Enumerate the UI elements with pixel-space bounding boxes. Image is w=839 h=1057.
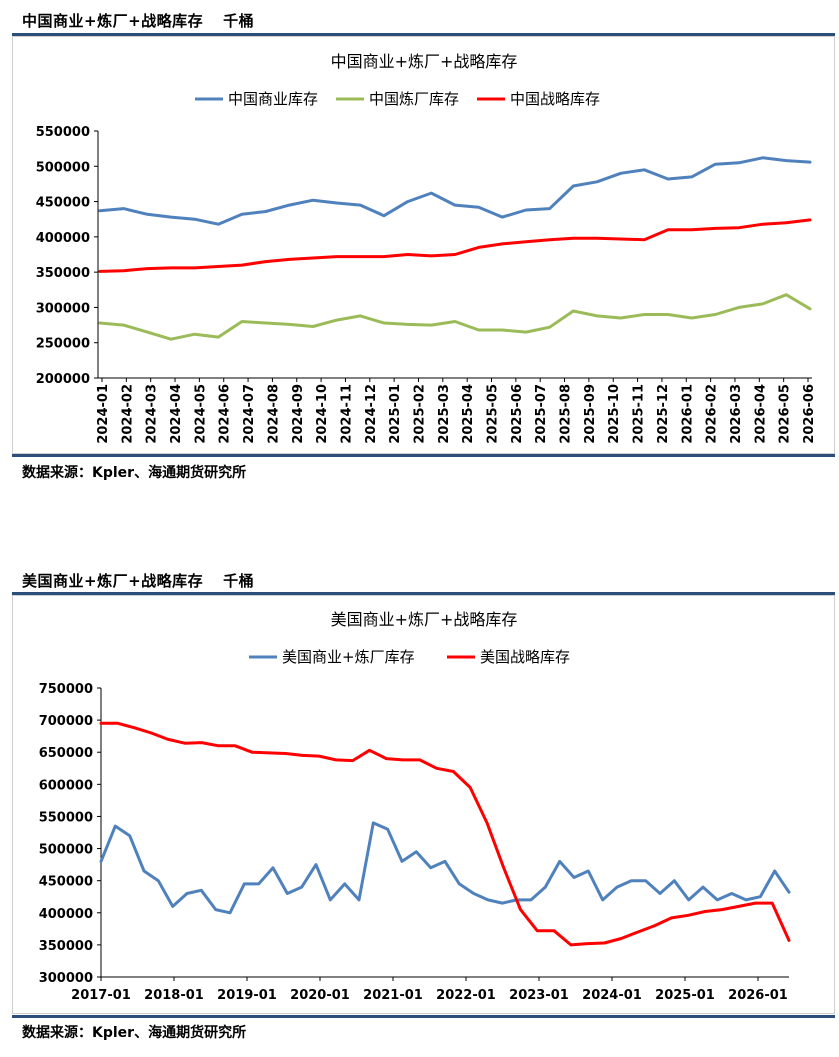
chart1-ytick-label-3: 350000 [36, 266, 90, 281]
chart1-xtick-label-24: 2026-01 [680, 384, 695, 444]
chart2-rule [12, 592, 835, 595]
chart2-ytick-label-0: 300000 [39, 971, 93, 986]
chart1-xtick-label-2: 2024-03 [145, 384, 160, 444]
chart1-header-unit: 千桶 [223, 12, 255, 30]
chart2-xtick-label-7: 2024-01 [582, 988, 642, 1003]
chart2-ytick-label-9: 750000 [39, 682, 93, 697]
chart2-ytick-label-7: 650000 [39, 746, 93, 761]
chart1-rule [12, 33, 835, 36]
chart1-xtick-label-12: 2025-01 [388, 384, 403, 444]
chart2-xtick-label-5: 2022-01 [436, 988, 496, 1003]
chart1-xtick-label-5: 2024-06 [218, 384, 233, 444]
chart1-series-line-2 [98, 218, 812, 273]
chart2-legend-label-1: 美国战略库存 [480, 648, 570, 666]
chart1-xtick-label-7: 2024-08 [266, 384, 281, 444]
chart2-header-title: 美国商业+炼厂+战略库存 [22, 572, 204, 590]
chart1-xtick-label-8: 2024-09 [291, 384, 306, 444]
chart1-xtick-label-13: 2025-02 [412, 384, 427, 444]
chart1-ytick-label-7: 550000 [36, 125, 90, 140]
chart1-xtick-label-20: 2025-09 [583, 384, 598, 444]
chart2-ytick-label-4: 500000 [39, 843, 93, 858]
chart1-xtick-label-19: 2025-08 [559, 384, 574, 444]
chart1-frame: 中国商业+炼厂+战略库存中国商业库存 中国炼厂库存 中国战略库存 200000 2500… [12, 36, 835, 454]
chart1-ytick-label-1: 250000 [36, 337, 90, 352]
chart2-series-line-1 [99, 721, 791, 947]
chart2-xtick-label-4: 2021-01 [363, 988, 423, 1003]
chart1-xtick-label-22: 2025-11 [632, 384, 647, 444]
chart2-rule-bottom [12, 1015, 835, 1018]
chart1-series-line-0 [98, 156, 812, 226]
chart1-rule-bottom [12, 454, 835, 457]
chart1-xtick-label-10: 2024-11 [339, 384, 354, 444]
chart1-xtick-label-4: 2024-05 [193, 384, 208, 444]
chart1-xtick-label-18: 2025-07 [534, 384, 549, 444]
chart1-xtick-label-26: 2026-03 [729, 384, 744, 444]
chart1-xtick-label-28: 2026-05 [778, 384, 793, 444]
chart1-header-title: 中国商业+炼厂+战略库存 [22, 12, 204, 30]
chart1-xtick-label-1: 2024-02 [120, 384, 135, 444]
chart1-xtick-label-0: 2024-01 [96, 384, 111, 444]
chart2-xtick-label-1: 2018-01 [144, 988, 204, 1003]
chart1-xtick-label-11: 2024-12 [364, 384, 379, 444]
chart2-ytick-label-3: 450000 [39, 875, 93, 890]
chart2-frame: 美国商业+炼厂+战略库存美国商业+炼厂库存 美国战略库存 300000 350000 4… [12, 595, 835, 1014]
chart2-series-line-0 [99, 821, 791, 915]
chart2-header-unit: 千桶 [223, 572, 255, 590]
chart1-xtick-label-27: 2026-04 [753, 384, 768, 444]
chart1-xtick-label-17: 2025-06 [510, 384, 525, 444]
chart1-ytick-label-5: 450000 [36, 196, 90, 211]
chart2-source: 数据来源：Kpler、海通期货研究所 [22, 1025, 247, 1041]
chart1-xtick-label-23: 2025-12 [656, 384, 671, 444]
chart1-ytick-label-0: 200000 [36, 372, 90, 387]
chart1-legend-label-1: 中国炼厂库存 [369, 90, 459, 108]
chart2-xtick-label-0: 2017-01 [71, 988, 131, 1003]
chart1-xtick-label-16: 2025-05 [486, 384, 501, 444]
chart1-xtick-label-29: 2026-06 [802, 384, 817, 444]
chart1-source: 数据来源：Kpler、海通期货研究所 [22, 465, 247, 481]
chart2-xtick-label-9: 2026-01 [728, 988, 788, 1003]
chart2-legend-label-0: 美国商业+炼厂库存 [282, 648, 415, 666]
chart1-series-line-1 [98, 293, 812, 341]
chart2-xtick-label-6: 2023-01 [509, 988, 569, 1003]
chart1-xtick-label-21: 2025-10 [607, 384, 622, 444]
chart2-ytick-label-5: 550000 [39, 810, 93, 825]
chart2-xtick-label-2: 2019-01 [217, 988, 277, 1003]
chart2-ytick-label-2: 400000 [39, 907, 93, 922]
chart2-xtick-label-3: 2020-01 [290, 988, 350, 1003]
chart1-ytick-label-6: 500000 [36, 160, 90, 175]
chart1-ytick-label-2: 300000 [36, 301, 90, 316]
chart1-xtick-label-9: 2024-10 [315, 384, 330, 444]
chart1-header: 中国商业+炼厂+战略库存 千桶 [22, 10, 254, 31]
chart2-ytick-label-6: 600000 [39, 778, 93, 793]
chart2-header: 美国商业+炼厂+战略库存 千桶 [22, 570, 254, 591]
chart2-xtick-label-8: 2025-01 [655, 988, 715, 1003]
chart2-ytick-label-8: 700000 [39, 714, 93, 729]
chart1-title: 中国商业+炼厂+战略库存 [331, 52, 518, 71]
chart1-ytick-label-4: 400000 [36, 231, 90, 246]
chart2-ytick-label-1: 350000 [39, 939, 93, 954]
chart1-xtick-label-25: 2026-02 [705, 384, 720, 444]
chart2-title: 美国商业+炼厂+战略库存 [331, 610, 518, 629]
chart1-xtick-label-14: 2025-03 [437, 384, 452, 444]
chart1-xtick-label-15: 2025-04 [461, 384, 476, 444]
chart1-xtick-label-6: 2024-07 [242, 384, 257, 444]
chart1-xtick-label-3: 2024-04 [169, 384, 184, 444]
chart1-legend-label-0: 中国商业库存 [228, 90, 318, 108]
chart1-legend-label-2: 中国战略库存 [510, 90, 600, 108]
